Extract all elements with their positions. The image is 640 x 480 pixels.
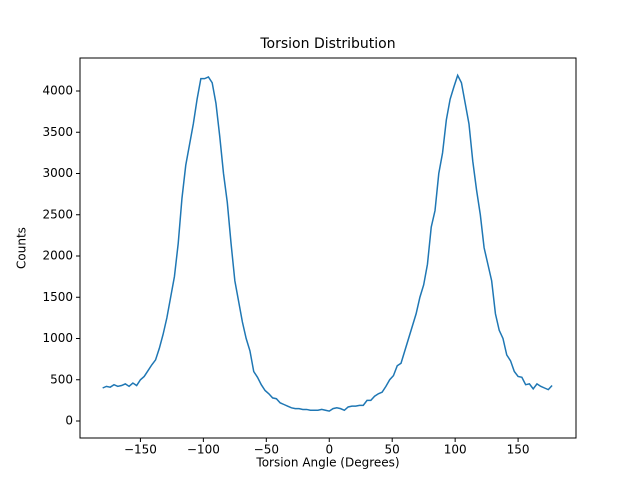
y-tick-label: 500 — [50, 372, 73, 386]
y-tick-label: 4000 — [42, 84, 73, 98]
y-tick-label: 1500 — [42, 290, 73, 304]
y-tick-label: 0 — [65, 414, 73, 428]
y-tick-label: 3000 — [42, 166, 73, 180]
x-tick-label: 150 — [507, 443, 530, 457]
y-axis-label: Counts — [15, 227, 29, 269]
data-line — [102, 73, 553, 412]
x-tick-label: 100 — [444, 443, 467, 457]
x-tick-label: −50 — [254, 443, 279, 457]
y-tick-label: 2000 — [42, 249, 73, 263]
x-tick-label: 0 — [325, 443, 333, 457]
x-tick-label: −100 — [187, 443, 220, 457]
y-tick-label: 1000 — [42, 331, 73, 345]
axes-frame — [79, 57, 577, 439]
x-tick-label: −150 — [124, 443, 157, 457]
y-tick-label: 2500 — [42, 207, 73, 221]
x-axis-label: Torsion Angle (Degrees) — [255, 456, 399, 470]
chart-title: Torsion Distribution — [259, 36, 395, 52]
x-tick-label: 50 — [385, 443, 400, 457]
y-tick-label: 3500 — [42, 125, 73, 139]
